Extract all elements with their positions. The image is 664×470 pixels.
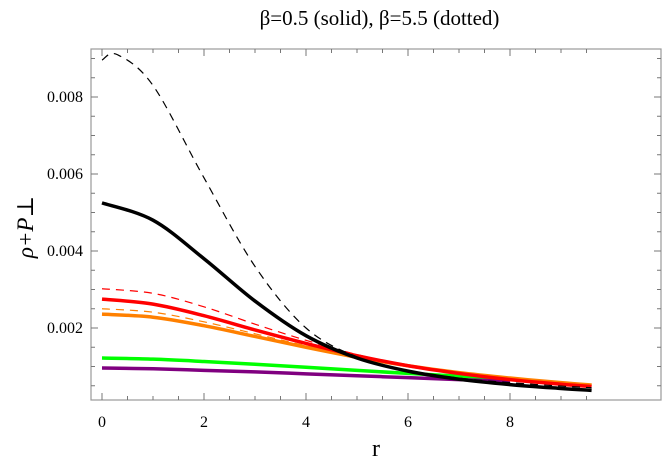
x-axis-label: r (372, 436, 380, 462)
y-tick-label: 0.006 (47, 166, 83, 183)
x-tick-label: 8 (506, 414, 514, 431)
series-line (101, 288, 592, 388)
x-tick-label: 2 (200, 414, 208, 431)
plot-frame (90, 48, 662, 401)
y-axis-label: ρ+P⊥ (13, 195, 38, 259)
y-tick-label: 0.002 (47, 320, 83, 337)
series-line (101, 52, 592, 389)
frame-rect (90, 48, 662, 401)
chart-title: β=0.5 (solid), β=5.5 (dotted) (259, 6, 500, 30)
y-tick-label: 0.004 (47, 243, 83, 260)
series-line (101, 366, 511, 384)
x-tick-label: 6 (404, 414, 412, 431)
tick-labels: 0 2 4 6 8 0.002 0.004 0.006 0.008 (47, 89, 514, 431)
x-tick-label: 4 (302, 414, 310, 431)
data-curves (101, 52, 592, 393)
y-tick-label: 0.008 (47, 89, 83, 106)
series-line (101, 297, 592, 389)
x-tick-label: 0 (98, 414, 106, 431)
series-line (101, 356, 511, 381)
axis-ticks (91, 49, 661, 400)
series-line (101, 201, 592, 393)
